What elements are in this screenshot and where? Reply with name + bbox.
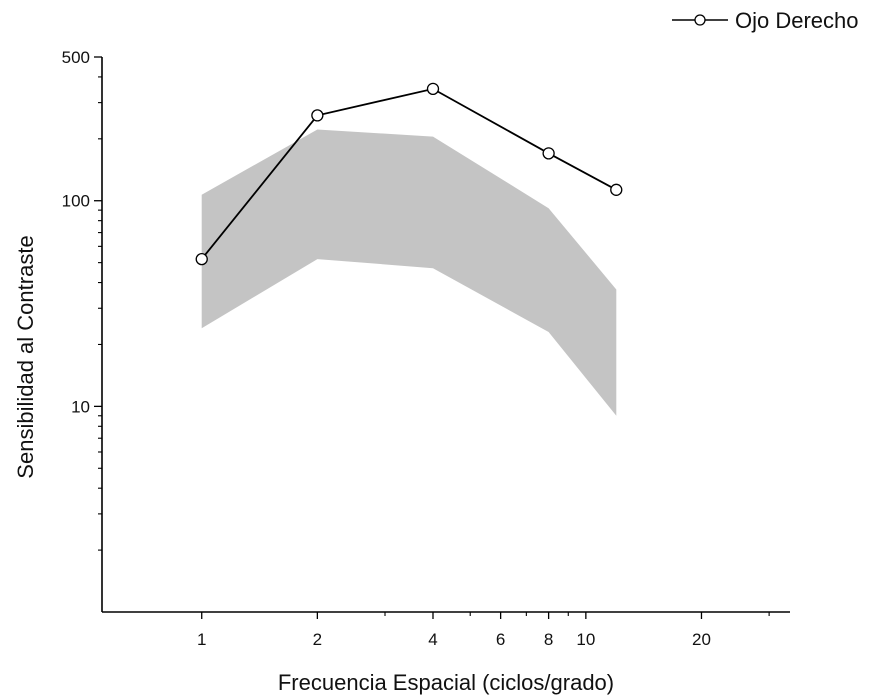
y-tick-label: 500 xyxy=(62,48,90,67)
legend: Ojo Derecho xyxy=(672,8,859,33)
series-point xyxy=(311,109,324,122)
x-tick-label: 6 xyxy=(496,630,505,649)
x-axis-title: Frecuencia Espacial (ciclos/grado) xyxy=(278,670,614,695)
normal-range-band-layer xyxy=(201,129,617,416)
legend-marker-swatch xyxy=(694,14,706,26)
legend-label-ojo-derecho: Ojo Derecho xyxy=(735,8,859,33)
y-tick-label: 10 xyxy=(71,397,90,416)
x-tick-label: 4 xyxy=(428,630,437,649)
axes xyxy=(101,57,790,613)
x-tick-label: 1 xyxy=(197,630,206,649)
tick-marks: 1 2 4 6 8 10 20 10 100 500 xyxy=(62,48,770,649)
series-layer xyxy=(195,82,623,266)
y-tick-label: 100 xyxy=(62,192,90,211)
x-tick-label: 8 xyxy=(544,630,553,649)
normal-range-band xyxy=(201,129,617,416)
y-axis-title: Sensibilidad al Contraste xyxy=(13,235,38,478)
x-tick-label: 10 xyxy=(576,630,595,649)
series-point xyxy=(610,183,623,196)
series-point xyxy=(426,82,440,96)
x-tick-label: 2 xyxy=(313,630,322,649)
series-point xyxy=(195,252,208,266)
series-point xyxy=(542,147,555,160)
x-tick-label: 20 xyxy=(692,630,711,649)
